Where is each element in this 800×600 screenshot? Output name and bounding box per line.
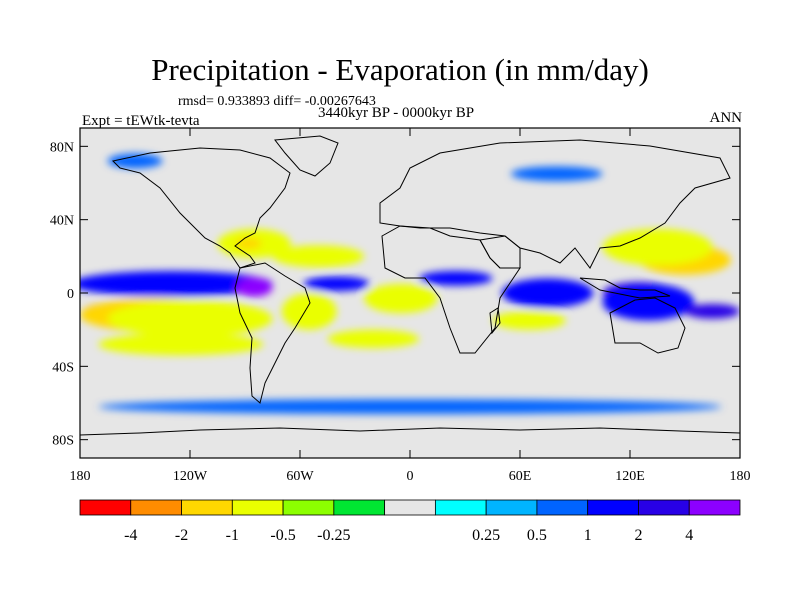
colorbar-label: 0.5 bbox=[527, 527, 547, 544]
colorbar-label: -4 bbox=[124, 527, 137, 544]
colorbar-bin bbox=[384, 499, 436, 516]
anomaly-region-brazil-dry bbox=[281, 293, 337, 330]
colorbar-label: -1 bbox=[226, 527, 239, 544]
anomaly-region-west-africa-dry-edge bbox=[364, 283, 438, 314]
coastline-layer bbox=[80, 135, 740, 436]
x-axis: 180 120W 60W 0 60E 120E 180 bbox=[70, 128, 751, 484]
x-tick-label: 180 bbox=[730, 469, 751, 484]
y-tick-label: 0 bbox=[67, 287, 74, 302]
colorbar-bin bbox=[181, 499, 233, 516]
colorbar-label: 0.25 bbox=[472, 527, 500, 544]
x-tick-label: 180 bbox=[70, 469, 91, 484]
anomaly-region-south-atlantic-band bbox=[327, 329, 420, 348]
colorbar-bin bbox=[333, 499, 386, 516]
colorbar-label: 2 bbox=[634, 527, 642, 544]
x-tick-label: 120W bbox=[173, 469, 208, 484]
stats-line: rmsd= 0.933893 diff= -0.00267643 bbox=[178, 94, 376, 109]
colorbar-label: -0.5 bbox=[270, 527, 295, 544]
coast-australia bbox=[609, 297, 686, 354]
anomaly-region-gulf-mexico-dry bbox=[235, 238, 262, 249]
anomaly-region-south-pacific-wet bbox=[685, 304, 740, 319]
colorbar-bin bbox=[282, 499, 335, 516]
coast-africa bbox=[381, 225, 521, 354]
colorbar-bin bbox=[688, 499, 741, 516]
anomaly-region-south-indian-dry bbox=[492, 311, 566, 330]
colorbar-bins bbox=[79, 499, 741, 516]
anomaly-region-arctic-patch-1 bbox=[107, 153, 163, 169]
anomaly-region-east-asia-dry bbox=[602, 228, 713, 266]
colorbar-bin bbox=[638, 499, 690, 516]
colorbar-bin bbox=[587, 499, 639, 516]
colorbar-label: 1 bbox=[584, 527, 592, 544]
chart-title: Precipitation - Evaporation (in mm/day) bbox=[151, 52, 649, 87]
y-axis: 80N 40N 0 40S 80S bbox=[50, 140, 740, 449]
colorbar-labels: -4 -2 -1 -0.5 -0.25 0.25 0.5 1 2 4 bbox=[124, 527, 693, 544]
colorbar-bin bbox=[485, 499, 538, 516]
y-tick-label: 40S bbox=[52, 360, 74, 375]
colorbar-bin bbox=[434, 499, 487, 516]
anomaly-region-south-pacific-band bbox=[98, 333, 264, 356]
anomaly-region-sahel-wet bbox=[419, 271, 493, 286]
anomaly-layer bbox=[80, 153, 740, 414]
y-tick-label: 80S bbox=[52, 434, 74, 449]
x-tick-label: 60W bbox=[286, 469, 314, 484]
season-label: ANN bbox=[709, 110, 743, 126]
anomaly-region-east-pacific-south-mod bbox=[107, 300, 273, 337]
anomaly-region-atlantic-itcz-wet bbox=[303, 276, 370, 292]
x-tick-label: 120E bbox=[615, 469, 645, 484]
colorbar: -4 -2 -1 -0.5 -0.25 0.25 0.5 1 2 4 bbox=[79, 499, 741, 544]
coast-eurasia bbox=[379, 139, 731, 269]
colorbar-label: -0.25 bbox=[317, 527, 350, 544]
coast-north-america bbox=[111, 147, 291, 269]
x-tick-label: 0 bbox=[407, 469, 414, 484]
coast-maritime-continent bbox=[579, 277, 671, 299]
anomaly-blur-group bbox=[80, 153, 740, 414]
colorbar-bin bbox=[130, 499, 182, 516]
anomaly-region-indian-ocean-band bbox=[501, 278, 594, 308]
anomaly-region-pacific-itcz-edge bbox=[80, 271, 273, 297]
colorbar-label: -2 bbox=[175, 527, 188, 544]
x-tick-label: 60E bbox=[509, 469, 532, 484]
experiment-label: Expt = tEWtk-tevta bbox=[82, 113, 200, 129]
y-tick-label: 40N bbox=[50, 214, 74, 229]
coast-arabia bbox=[479, 235, 521, 269]
colorbar-bin bbox=[536, 499, 589, 516]
y-tick-label: 80N bbox=[50, 140, 74, 155]
map-plot: 180 120W 60W 0 60E 120E 180 80N 40N 0 40S 80S bbox=[50, 127, 751, 484]
coast-madagascar bbox=[489, 307, 501, 335]
time-period: 3440kyr BP - 0000kyr BP bbox=[318, 105, 475, 121]
colorbar-bin bbox=[231, 499, 284, 516]
anomaly-region-southern-ocean-ring bbox=[98, 399, 722, 414]
coast-greenland bbox=[274, 135, 339, 177]
coast-south-america bbox=[234, 262, 311, 404]
anomaly-region-central-america-wet bbox=[235, 278, 273, 297]
anomaly-region-arctic-patch-2 bbox=[510, 166, 603, 182]
coast-antarctica bbox=[80, 427, 740, 436]
colorbar-label: 4 bbox=[685, 527, 693, 544]
colorbar-bin bbox=[79, 499, 132, 516]
anomaly-region-maritime-wet-edge bbox=[602, 283, 695, 321]
anomaly-region-atlantic-north-dry bbox=[272, 245, 365, 268]
